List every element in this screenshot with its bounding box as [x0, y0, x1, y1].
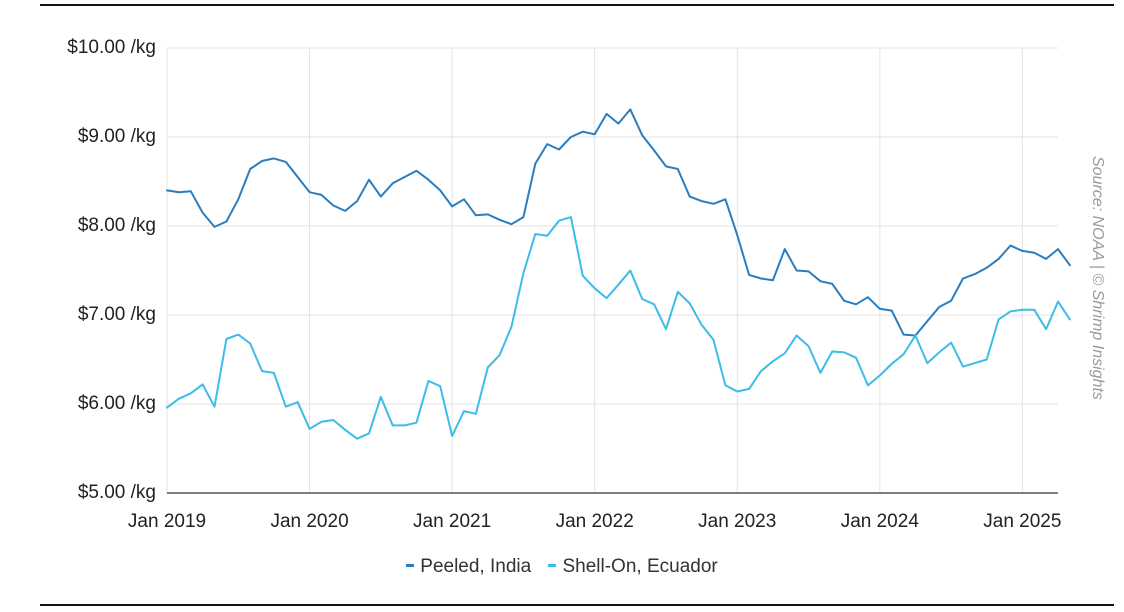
series-line-peeled-india[interactable]	[166, 108, 1071, 337]
x-tick-label: Jan 2019	[128, 511, 206, 532]
y-tick-label: $5.00 /kg	[78, 482, 156, 503]
bottom-rule	[40, 604, 1114, 606]
legend-label-peeled: Peeled, India	[420, 556, 532, 577]
x-tick-label: Jan 2024	[841, 511, 920, 532]
x-tick-label: Jan 2020	[270, 511, 348, 532]
source-note-text: Source: NOAA | © Shrimp Insights	[1089, 156, 1106, 400]
legend-label-shell-on: Shell-On, Ecuador	[562, 556, 718, 577]
y-tick-label: $8.00 /kg	[78, 215, 156, 236]
legend-item-peeled[interactable]: Peeled, India	[406, 556, 531, 578]
legend-swatch-peeled	[406, 563, 415, 567]
legend-item-shell-on[interactable]: Shell-On, Ecuador	[548, 556, 718, 578]
legend-swatch-shell-on	[548, 563, 557, 567]
series-line-shell-on-ecuador[interactable]	[166, 216, 1071, 440]
y-tick-label: $9.00 /kg	[78, 126, 156, 147]
legend: Peeled, India Shell-On, Ecuador	[0, 556, 1124, 578]
x-tick-label: Jan 2022	[556, 511, 634, 532]
y-tick-label: $6.00 /kg	[78, 393, 156, 414]
x-tick-label: Jan 2025	[983, 511, 1061, 532]
x-tick-label: Jan 2021	[413, 511, 491, 532]
top-rule	[40, 4, 1114, 6]
source-note: Source: NOAA | © Shrimp Insights	[1086, 156, 1106, 466]
y-tick-label: $7.00 /kg	[78, 304, 156, 325]
axis-layer: $5.00 /kg $6.00 /kg $7.00 /kg $8.00 /kg $9.0…	[67, 37, 1061, 532]
x-tick-label: Jan 2023	[698, 511, 776, 532]
grid-layer	[166, 47, 1058, 494]
y-tick-label: $10.00 /kg	[67, 37, 156, 58]
series-layer	[166, 108, 1071, 440]
